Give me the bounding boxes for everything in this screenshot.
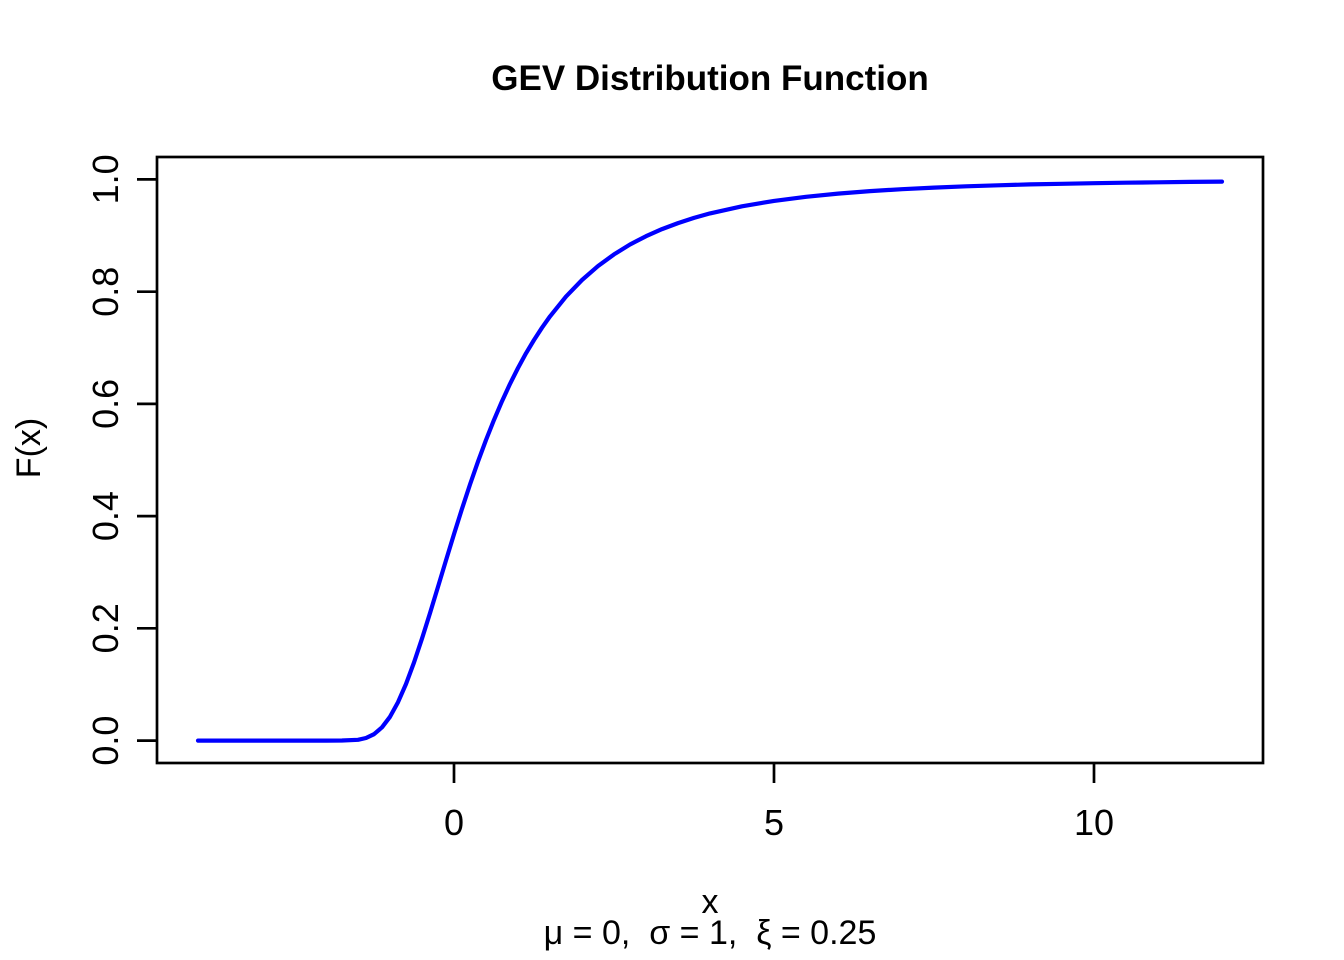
y-axis-label: F(x): [10, 418, 48, 478]
x-tick-label: 0: [444, 802, 464, 843]
x-axis: 0 5 10: [444, 763, 1114, 843]
y-tick-label: 0.2: [85, 603, 126, 653]
x-axis-label: x: [702, 883, 719, 921]
y-tick-label: 0.8: [85, 267, 126, 317]
x-tick-label: 10: [1074, 802, 1114, 843]
parameter-annotation: μ = 0, σ = 1, ξ = 0.25: [544, 914, 877, 952]
gev-cdf-curve: [195, 179, 1225, 743]
plot-frame: [155, 155, 1265, 765]
y-tick-label: 1.0: [85, 154, 126, 204]
x-tick-label: 5: [764, 802, 784, 843]
y-axis: 0.0 0.2 0.4 0.6 0.8 1.0: [85, 154, 157, 766]
plot-box: [155, 155, 1265, 765]
chart-title: GEV Distribution Function: [491, 59, 928, 98]
y-tick-label: 0.4: [85, 491, 126, 541]
y-tick-label: 0.0: [85, 716, 126, 766]
y-tick-label: 0.6: [85, 379, 126, 429]
